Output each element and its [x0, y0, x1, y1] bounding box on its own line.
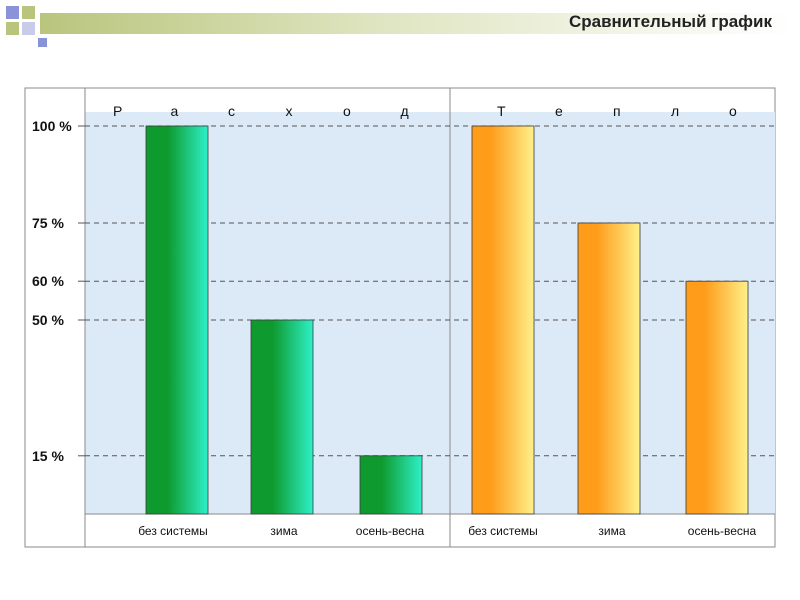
- bar: [359, 455, 423, 515]
- slide-title: Сравнительный график: [568, 12, 772, 31]
- group-header-letter: Р: [113, 103, 122, 119]
- category-label: без системы: [468, 524, 538, 538]
- bar: [471, 125, 535, 515]
- group-header-letter: п: [613, 103, 621, 119]
- category-label: зима: [270, 524, 297, 538]
- category-label: без системы: [138, 524, 208, 538]
- group-header-letter: Т: [497, 103, 506, 119]
- y-tick-label: 60 %: [32, 273, 64, 289]
- gridlines: [78, 125, 775, 457]
- corner-square-5: [38, 38, 47, 47]
- header-bar: [40, 13, 795, 34]
- group-header-letter: о: [343, 103, 351, 119]
- group-header-letter: х: [286, 103, 293, 119]
- y-tick-label: 50 %: [32, 312, 64, 328]
- bar: [145, 125, 209, 515]
- y-tick-label: 100 %: [32, 118, 72, 134]
- group-header-letter: с: [228, 103, 235, 119]
- category-label: осень-весна: [356, 524, 425, 538]
- group-header-letter: д: [401, 103, 409, 119]
- y-tick-label: 75 %: [32, 215, 64, 231]
- corner-square-1: [6, 6, 19, 19]
- y-tick-label: 15 %: [32, 448, 64, 464]
- corner-square-4: [22, 22, 35, 35]
- corner-square-3: [6, 22, 19, 35]
- group-header-letter: а: [171, 103, 179, 119]
- corner-square-2: [22, 6, 35, 19]
- bar: [577, 222, 641, 515]
- category-label: зима: [598, 524, 625, 538]
- bars: [145, 125, 749, 515]
- bar: [250, 319, 314, 515]
- group-header-letter: е: [555, 103, 563, 119]
- group-header-letter: л: [671, 103, 679, 119]
- labels: 100 % 75 % 60 % 50 % 15 % Р а с х о д без системы зи…: [32, 103, 757, 538]
- bar: [685, 280, 749, 515]
- group-header-letter: о: [729, 103, 737, 119]
- category-label: осень-весна: [688, 524, 757, 538]
